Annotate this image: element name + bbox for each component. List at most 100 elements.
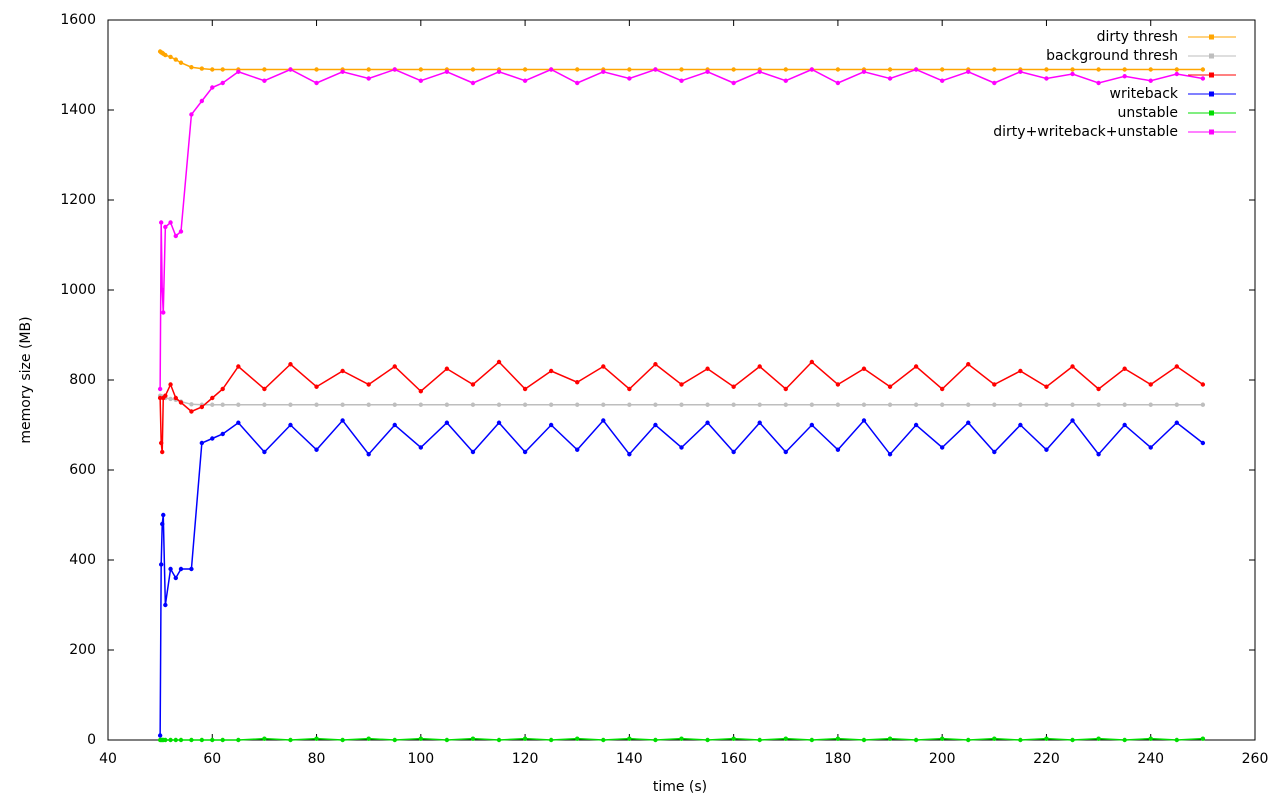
point xyxy=(522,386,528,392)
point xyxy=(835,67,841,72)
point xyxy=(1044,736,1049,741)
point xyxy=(470,67,476,72)
point xyxy=(966,737,971,743)
point xyxy=(835,382,841,387)
point xyxy=(392,402,397,407)
point xyxy=(861,418,867,423)
point xyxy=(887,452,893,457)
point xyxy=(1070,737,1075,743)
point xyxy=(731,80,736,86)
point xyxy=(835,447,841,452)
point xyxy=(522,67,528,72)
legend-label: unstable xyxy=(1118,105,1179,121)
point xyxy=(809,402,815,407)
point xyxy=(601,402,606,407)
point xyxy=(548,402,554,407)
point xyxy=(314,736,319,741)
point xyxy=(210,737,215,743)
point xyxy=(1122,366,1127,371)
point xyxy=(522,402,528,407)
point xyxy=(262,67,267,72)
point xyxy=(157,386,163,392)
point xyxy=(705,69,710,74)
point xyxy=(236,69,241,74)
point xyxy=(939,445,945,450)
point xyxy=(1096,386,1101,392)
point xyxy=(1122,737,1127,743)
point xyxy=(992,80,997,86)
point xyxy=(366,402,371,407)
point xyxy=(679,67,684,72)
point xyxy=(262,78,267,83)
point xyxy=(1148,445,1153,450)
point xyxy=(189,409,194,414)
point xyxy=(679,382,684,387)
point xyxy=(161,310,166,315)
point xyxy=(1174,71,1179,77)
point xyxy=(913,737,919,743)
point xyxy=(163,602,168,608)
point xyxy=(163,737,168,743)
point xyxy=(809,67,815,72)
point xyxy=(627,76,632,81)
point xyxy=(731,449,736,455)
point xyxy=(366,76,371,81)
point xyxy=(861,366,867,371)
point xyxy=(220,67,225,72)
point xyxy=(210,395,215,401)
point xyxy=(1070,418,1075,423)
point xyxy=(731,384,736,389)
point xyxy=(418,67,424,72)
point xyxy=(168,54,173,60)
point xyxy=(1096,402,1101,407)
point xyxy=(1044,384,1049,389)
point xyxy=(314,67,319,72)
point xyxy=(627,67,632,72)
point xyxy=(178,566,184,572)
point xyxy=(288,422,293,428)
point xyxy=(627,386,632,392)
point xyxy=(522,449,528,455)
point xyxy=(418,736,424,741)
legend-marker xyxy=(1209,34,1214,40)
point xyxy=(340,737,345,743)
point xyxy=(653,67,658,72)
y-tick-label: 200 xyxy=(69,642,96,658)
x-tick-label: 220 xyxy=(1033,751,1060,767)
point xyxy=(210,436,215,441)
point xyxy=(783,386,788,392)
point xyxy=(1200,736,1206,741)
point xyxy=(783,78,788,83)
point xyxy=(496,737,502,743)
point xyxy=(1018,402,1023,407)
point xyxy=(157,733,163,738)
point xyxy=(340,402,345,407)
point xyxy=(366,67,371,72)
y-tick-label: 600 xyxy=(69,462,96,478)
point xyxy=(913,67,919,72)
x-axis-label: time (s) xyxy=(653,779,707,795)
point xyxy=(160,287,165,293)
point xyxy=(262,449,267,455)
point xyxy=(992,382,997,387)
point xyxy=(168,382,173,387)
point xyxy=(966,420,971,425)
point xyxy=(1070,67,1075,72)
point xyxy=(679,402,684,407)
point xyxy=(966,362,971,367)
point xyxy=(1148,402,1153,407)
point xyxy=(168,566,173,572)
point xyxy=(1018,69,1023,74)
point xyxy=(548,368,554,374)
point xyxy=(418,78,424,83)
y-tick-label: 1000 xyxy=(60,282,96,298)
point xyxy=(575,380,580,385)
point xyxy=(470,449,476,455)
point xyxy=(236,737,241,743)
x-tick-label: 120 xyxy=(512,751,539,767)
point xyxy=(189,737,194,743)
point xyxy=(705,366,710,371)
x-tick-label: 60 xyxy=(203,751,221,767)
legend-label: dirty+writeback+unstable xyxy=(993,124,1178,140)
point xyxy=(522,736,528,741)
